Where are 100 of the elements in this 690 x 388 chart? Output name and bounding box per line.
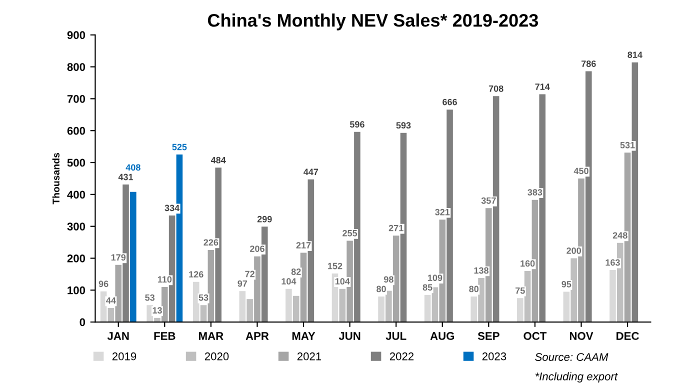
data-label: 814 bbox=[628, 52, 642, 58]
bar bbox=[286, 288, 292, 322]
data-label: 714 bbox=[535, 84, 550, 90]
bar bbox=[424, 294, 431, 322]
bar bbox=[200, 305, 207, 322]
legend-label: 2021 bbox=[297, 352, 322, 360]
x-tick-label: JUL bbox=[386, 332, 406, 340]
y-tick-label: 100 bbox=[68, 286, 86, 294]
legend-label: 2023 bbox=[482, 352, 506, 360]
data-label: 299 bbox=[257, 216, 272, 222]
data-label: 206 bbox=[250, 246, 264, 252]
data-label: 596 bbox=[350, 121, 364, 128]
chart-title: China's Monthly NEV Sales* 2019-2023 bbox=[208, 14, 538, 30]
bar bbox=[292, 296, 300, 322]
bar bbox=[392, 236, 400, 322]
y-tick-label: 400 bbox=[67, 190, 86, 199]
x-tick-label: OCT bbox=[524, 332, 547, 340]
bar bbox=[610, 270, 616, 322]
bar bbox=[563, 292, 570, 322]
bar bbox=[386, 290, 392, 322]
legend-label: 2019 bbox=[112, 352, 136, 360]
x-tick-label: DEC bbox=[616, 332, 639, 340]
data-label: 82 bbox=[291, 268, 301, 275]
x-tick-label: FEB bbox=[154, 332, 176, 340]
bar bbox=[516, 298, 524, 322]
x-tick-label: NOV bbox=[570, 332, 594, 340]
y-tick-label: 600 bbox=[67, 126, 86, 135]
data-label: 255 bbox=[342, 230, 358, 236]
data-label: 484 bbox=[210, 156, 226, 164]
data-label: 408 bbox=[126, 164, 140, 171]
data-label: 104 bbox=[282, 278, 296, 285]
data-label: 708 bbox=[488, 85, 504, 92]
x-tick-label: SEP bbox=[478, 332, 500, 340]
bar bbox=[192, 282, 200, 322]
data-label: 334 bbox=[164, 204, 180, 212]
data-label: 72 bbox=[245, 270, 254, 278]
data-label: 138 bbox=[474, 267, 489, 274]
data-label: 525 bbox=[172, 144, 187, 150]
x-tick-label: JUN bbox=[338, 332, 360, 340]
bar bbox=[254, 256, 260, 322]
data-label: 431 bbox=[118, 174, 134, 180]
data-label: 13 bbox=[152, 307, 162, 314]
text: *Including export bbox=[535, 372, 618, 383]
bar bbox=[339, 288, 346, 322]
bar bbox=[300, 252, 307, 322]
data-label: 95 bbox=[562, 281, 572, 288]
data-label: 200 bbox=[566, 248, 581, 254]
data-label: 226 bbox=[204, 239, 218, 246]
y-axis-title: Thousands bbox=[52, 152, 60, 204]
data-label: 104 bbox=[335, 278, 350, 285]
data-label: 271 bbox=[388, 224, 404, 232]
data-label: 593 bbox=[396, 122, 411, 129]
bar bbox=[378, 296, 384, 322]
data-label: 531 bbox=[620, 142, 635, 148]
bar bbox=[115, 264, 122, 322]
data-label: 450 bbox=[574, 168, 588, 174]
bar bbox=[470, 296, 477, 322]
data-label: 126 bbox=[189, 271, 204, 278]
x-tick-label: MAY bbox=[292, 332, 316, 340]
bar bbox=[246, 299, 253, 322]
y-tick-label: 900 bbox=[67, 31, 86, 40]
x-tick-label: MAR bbox=[199, 332, 224, 340]
data-label: 96 bbox=[98, 280, 108, 288]
x-tick-label: AUG bbox=[430, 332, 454, 340]
bar bbox=[208, 250, 214, 322]
y-tick-label: 200 bbox=[67, 254, 86, 262]
bar bbox=[478, 278, 484, 322]
source-note: Source: CAAM bbox=[535, 353, 608, 361]
data-label: 248 bbox=[612, 232, 628, 239]
data-label: 44 bbox=[106, 297, 116, 304]
bar bbox=[162, 286, 168, 322]
legend-label: 2022 bbox=[390, 352, 414, 360]
data-label: 97 bbox=[238, 280, 248, 287]
data-label: 383 bbox=[528, 189, 542, 196]
data-label: 163 bbox=[606, 259, 620, 266]
data-label: 109 bbox=[428, 274, 442, 282]
bar bbox=[524, 270, 531, 322]
bar bbox=[239, 291, 246, 322]
data-label: 53 bbox=[145, 294, 155, 301]
data-label: 786 bbox=[582, 60, 596, 67]
data-label: 85 bbox=[422, 284, 432, 291]
y-tick-label: 800 bbox=[67, 63, 86, 71]
bar bbox=[570, 258, 577, 322]
legend-label: 2020 bbox=[204, 352, 229, 360]
data-label: 80 bbox=[469, 286, 479, 292]
data-label: 98 bbox=[384, 276, 394, 283]
y-tick-label: 500 bbox=[67, 158, 86, 167]
x-tick-label: APR bbox=[246, 332, 269, 340]
data-label: 447 bbox=[304, 168, 318, 176]
data-label: 179 bbox=[111, 254, 126, 261]
data-label: 217 bbox=[296, 242, 311, 248]
bar bbox=[108, 308, 114, 322]
y-tick-label: 0 bbox=[80, 318, 86, 326]
data-label: 321 bbox=[435, 208, 450, 216]
data-label: 152 bbox=[328, 262, 342, 270]
data-label: 160 bbox=[520, 260, 535, 267]
x-tick-label: JAN bbox=[107, 332, 129, 340]
y-tick-label: 300 bbox=[67, 222, 86, 230]
bar bbox=[130, 192, 136, 322]
data-label: 666 bbox=[442, 98, 457, 106]
